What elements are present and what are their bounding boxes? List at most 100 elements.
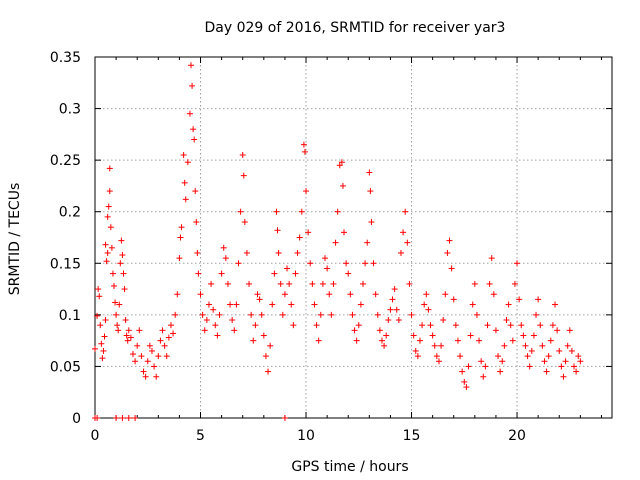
data-point bbox=[526, 363, 533, 370]
data-point bbox=[114, 322, 121, 329]
data-point bbox=[516, 296, 523, 303]
data-point bbox=[113, 415, 120, 421]
x-axis-label: GPS time / hours bbox=[291, 459, 408, 475]
data-point bbox=[301, 148, 308, 155]
data-point bbox=[275, 249, 282, 256]
data-point bbox=[319, 280, 326, 287]
data-point bbox=[535, 296, 542, 303]
data-point bbox=[267, 342, 274, 349]
data-point bbox=[194, 249, 201, 256]
data-point bbox=[425, 306, 432, 313]
data-point bbox=[573, 368, 580, 375]
data-point bbox=[400, 229, 407, 236]
data-point bbox=[132, 415, 139, 421]
data-point bbox=[370, 260, 377, 267]
data-point bbox=[317, 311, 324, 318]
data-point bbox=[397, 249, 404, 256]
data-point bbox=[151, 363, 158, 370]
data-point bbox=[303, 188, 310, 195]
data-point bbox=[252, 322, 259, 329]
data-point bbox=[435, 358, 442, 365]
data-point bbox=[115, 327, 122, 334]
data-point bbox=[334, 208, 341, 215]
data-point bbox=[488, 255, 495, 262]
data-point bbox=[161, 342, 168, 349]
data-point bbox=[138, 353, 145, 360]
x-tick-label: 10 bbox=[297, 428, 315, 444]
data-point bbox=[367, 188, 374, 195]
data-point bbox=[376, 327, 383, 334]
data-point bbox=[191, 136, 198, 143]
data-point bbox=[134, 342, 141, 349]
data-point bbox=[300, 141, 307, 148]
data-point bbox=[144, 358, 151, 365]
data-point bbox=[92, 345, 98, 352]
data-point bbox=[368, 219, 375, 226]
data-point bbox=[404, 239, 411, 246]
data-point bbox=[190, 126, 197, 133]
data-point bbox=[501, 342, 508, 349]
data-point bbox=[109, 270, 116, 277]
data-point bbox=[433, 353, 440, 360]
data-point bbox=[410, 332, 417, 339]
data-point bbox=[125, 327, 132, 334]
data-point bbox=[514, 260, 521, 267]
data-point bbox=[177, 234, 184, 241]
data-point bbox=[241, 219, 248, 226]
data-point bbox=[577, 358, 584, 365]
data-point bbox=[552, 301, 559, 308]
data-point bbox=[414, 353, 421, 360]
data-point bbox=[545, 353, 552, 360]
data-point bbox=[402, 208, 409, 215]
data-point bbox=[212, 322, 219, 329]
data-point bbox=[94, 312, 101, 319]
data-point bbox=[256, 296, 263, 303]
data-point bbox=[315, 337, 322, 344]
data-point bbox=[124, 337, 131, 344]
data-point bbox=[307, 260, 314, 267]
data-point bbox=[119, 415, 126, 421]
data-point bbox=[355, 322, 362, 329]
data-point bbox=[106, 165, 113, 172]
data-point bbox=[336, 162, 343, 169]
data-point bbox=[448, 265, 455, 272]
data-point bbox=[243, 249, 250, 256]
data-point bbox=[492, 327, 499, 334]
data-point bbox=[296, 234, 303, 241]
y-axis-label: SRMTID / TECUs bbox=[7, 183, 23, 296]
data-point bbox=[117, 260, 124, 267]
x-tick-label: 20 bbox=[508, 428, 526, 444]
data-point bbox=[309, 280, 316, 287]
data-point bbox=[505, 301, 512, 308]
data-point bbox=[339, 182, 346, 189]
data-point bbox=[184, 159, 191, 166]
data-point bbox=[181, 179, 188, 186]
data-point bbox=[421, 301, 428, 308]
data-point bbox=[530, 332, 537, 339]
x-tick-label: 5 bbox=[196, 428, 205, 444]
data-point bbox=[237, 208, 244, 215]
data-point bbox=[119, 252, 126, 259]
data-point bbox=[222, 255, 229, 262]
data-point bbox=[170, 330, 177, 337]
data-point bbox=[311, 301, 318, 308]
data-point bbox=[107, 224, 114, 231]
data-point bbox=[543, 368, 550, 375]
y-tick-label: 0.25 bbox=[50, 153, 81, 169]
data-point bbox=[549, 322, 556, 329]
data-point bbox=[101, 333, 108, 340]
data-point bbox=[104, 249, 111, 256]
data-point bbox=[298, 208, 305, 215]
data-point bbox=[554, 327, 561, 334]
data-point bbox=[528, 347, 535, 354]
data-point bbox=[330, 280, 337, 287]
data-point bbox=[99, 355, 106, 362]
data-point bbox=[258, 311, 265, 318]
data-point bbox=[205, 301, 212, 308]
plot-frame bbox=[94, 56, 613, 419]
data-point bbox=[240, 172, 247, 179]
data-point bbox=[260, 332, 267, 339]
data-point bbox=[97, 322, 104, 329]
data-point bbox=[326, 291, 333, 298]
data-point bbox=[486, 280, 493, 287]
